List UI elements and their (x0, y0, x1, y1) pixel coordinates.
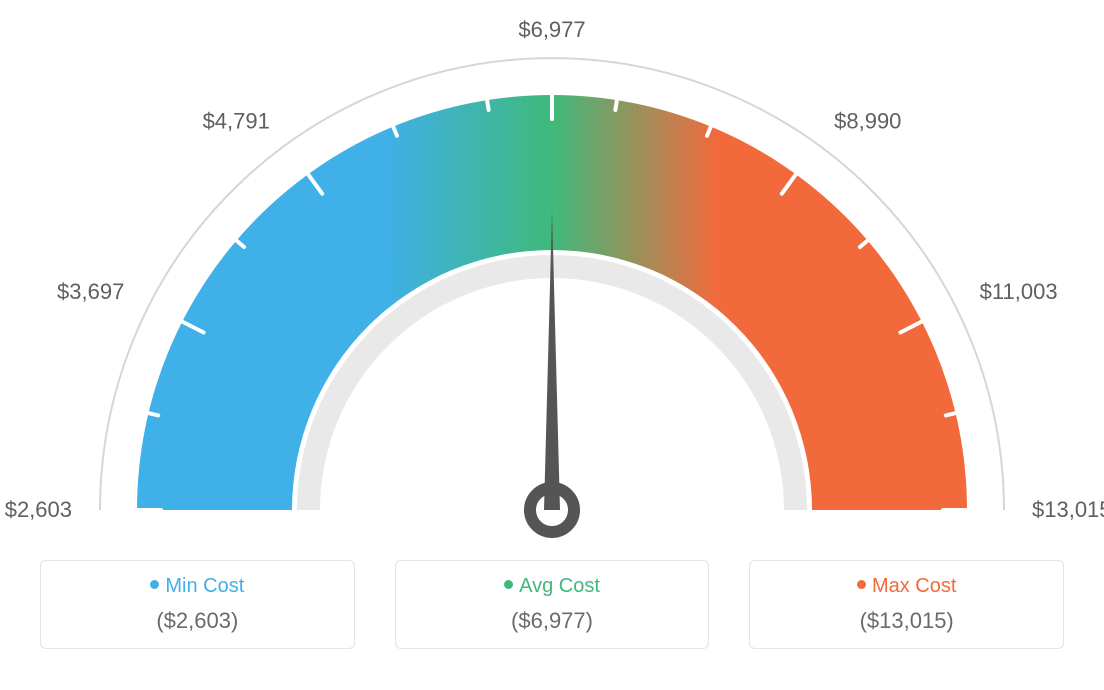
legend-dot-min (150, 580, 159, 589)
legend-value-avg: ($6,977) (406, 608, 699, 634)
legend-title-min: Min Cost (51, 575, 344, 598)
legend-label-max: Max Cost (872, 575, 956, 597)
legend-value-min: ($2,603) (51, 608, 344, 634)
gauge-scale-label: $2,603 (5, 497, 72, 522)
gauge-scale-label: $13,015 (1032, 497, 1104, 522)
gauge-scale-label: $6,977 (518, 17, 585, 42)
legend-card-min: Min Cost ($2,603) (40, 560, 355, 649)
legend-card-avg: Avg Cost ($6,977) (395, 560, 710, 649)
legend-value-max: ($13,015) (760, 608, 1053, 634)
gauge-area: $2,603 $3,697 $4,791 $6,977 $8,990 $11,003 $13… (0, 0, 1104, 560)
gauge-scale-label: $8,990 (834, 109, 901, 134)
legend-card-max: Max Cost ($13,015) (749, 560, 1064, 649)
gauge-scale-label: $3,697 (57, 279, 124, 304)
gauge-scale-label: $11,003 (980, 279, 1058, 304)
legend-title-avg: Avg Cost (406, 575, 699, 598)
legend-title-max: Max Cost (760, 575, 1053, 598)
legend-dot-max (857, 580, 866, 589)
gauge-svg: $2,603 $3,697 $4,791 $6,977 $8,990 $11,003 $13… (0, 0, 1104, 560)
legend-label-avg: Avg Cost (519, 575, 600, 597)
cost-gauge-chart: $2,603 $3,697 $4,791 $6,977 $8,990 $11,003 $13… (0, 0, 1104, 690)
legend-row: Min Cost ($2,603) Avg Cost ($6,977) Max … (0, 560, 1104, 649)
legend-label-min: Min Cost (165, 575, 244, 597)
legend-dot-avg (504, 580, 513, 589)
gauge-scale-label: $4,791 (203, 109, 270, 134)
